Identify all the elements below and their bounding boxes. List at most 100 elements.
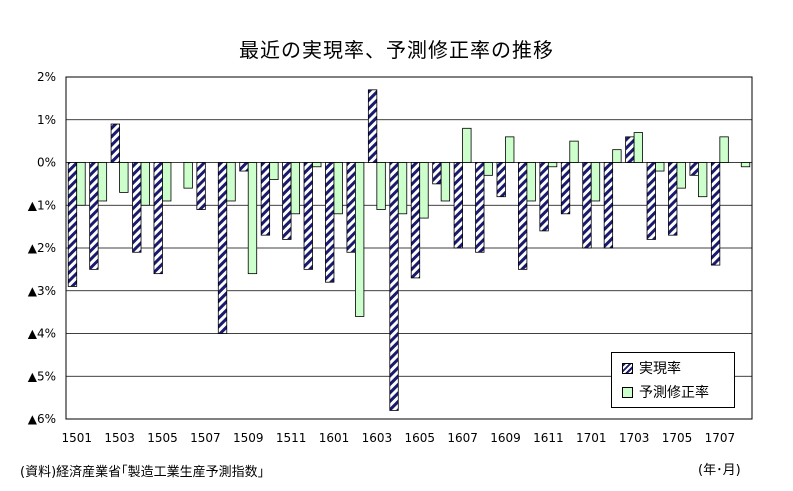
x-tick-label: 1503 <box>104 431 135 445</box>
bar-forecast-1612 <box>569 140 579 163</box>
bar-actual-1605 <box>410 162 421 279</box>
bar-actual-1512 <box>303 162 313 270</box>
bar-forecast-1509 <box>247 162 258 275</box>
bar-actual-1601 <box>325 162 335 283</box>
bar-forecast-1605 <box>419 162 429 219</box>
bar-forecast-1506 <box>183 162 193 189</box>
bar-forecast-1609 <box>505 136 515 163</box>
x-tick-label: 1605 <box>404 431 435 445</box>
bar-actual-1611 <box>539 162 549 232</box>
plot-frame <box>65 76 753 420</box>
bar-forecast-1706 <box>698 162 708 198</box>
bar-actual-1503 <box>110 123 120 163</box>
x-tick-label: 1511 <box>276 431 307 445</box>
bar-actual-1510 <box>260 162 271 236</box>
x-tick-label: 1601 <box>319 431 350 445</box>
bars <box>67 89 751 411</box>
y-tick-label: ▲5% <box>28 369 56 383</box>
y-tick-label: ▲4% <box>28 327 56 341</box>
y-tick-label: ▲3% <box>28 284 56 298</box>
bar-forecast-1701 <box>590 162 601 202</box>
bar-forecast-1601 <box>333 162 343 215</box>
x-tick-label: 1603 <box>362 431 393 445</box>
bar-actual-1703 <box>625 136 635 163</box>
bar-forecast-1501 <box>76 162 86 206</box>
axis-unit-note: (年･月) <box>698 463 741 478</box>
legend-label-forecast: 予測修正率 <box>639 385 709 401</box>
bar-actual-1507 <box>196 162 206 210</box>
x-tick-label: 1505 <box>147 431 178 445</box>
bar-forecast-1703 <box>633 132 643 163</box>
x-tick-label: 1701 <box>576 431 607 445</box>
bar-forecast-1503 <box>119 162 129 193</box>
bar-actual-1606 <box>432 162 442 185</box>
bar-actual-1707 <box>710 162 721 266</box>
bar-forecast-1508 <box>226 162 236 202</box>
bar-forecast-1510 <box>269 162 279 181</box>
bar-actual-1508 <box>217 162 228 334</box>
bar-forecast-1702 <box>612 149 622 163</box>
y-tick-label: ▲2% <box>28 241 56 255</box>
bar-actual-1604 <box>389 162 399 411</box>
legend-item-forecast: 予測修正率 <box>622 382 709 402</box>
bar-forecast-1610 <box>526 162 536 202</box>
x-tick-label: 1705 <box>662 431 693 445</box>
x-tick-label: 1609 <box>490 431 521 445</box>
bar-actual-1701 <box>582 162 592 249</box>
bar-forecast-1705 <box>676 162 686 189</box>
bar-forecast-1708 <box>740 162 751 168</box>
y-tick-label: 2% <box>37 70 56 84</box>
bar-actual-1607 <box>453 162 463 249</box>
bar-forecast-1704 <box>655 162 665 172</box>
bar-forecast-1502 <box>97 162 108 202</box>
bar-actual-1705 <box>668 162 678 236</box>
bar-forecast-1602 <box>355 162 365 317</box>
bar-actual-1505 <box>153 162 163 275</box>
bar-actual-1502 <box>89 162 99 270</box>
bar-actual-1511 <box>282 162 292 240</box>
x-tick-label: 1611 <box>533 431 564 445</box>
bar-actual-1706 <box>689 162 699 176</box>
bar-actual-1702 <box>603 162 614 249</box>
legend: 実現率 予測修正率 <box>611 352 735 408</box>
bar-actual-1612 <box>560 162 571 215</box>
axes: 2% 1% 0% ▲1% ▲2% ▲3% ▲4% ▲5% ▲6% 1501 1503 1505 1507… <box>28 70 753 445</box>
y-tick-label: 0% <box>37 156 56 170</box>
bar-forecast-1511 <box>290 162 300 215</box>
y-tick-label: ▲1% <box>28 198 56 212</box>
bar-actual-1609 <box>496 162 506 198</box>
legend-item-actual: 実現率 <box>622 358 681 378</box>
legend-swatch-actual <box>622 362 633 374</box>
bar-actual-1610 <box>518 162 528 270</box>
x-tick-label: 1509 <box>233 431 264 445</box>
bar-forecast-1707 <box>719 136 729 163</box>
y-tick-label: 1% <box>37 113 56 127</box>
y-tick-label: ▲6% <box>28 412 56 426</box>
bar-forecast-1608 <box>483 162 493 176</box>
x-tick-label: 1707 <box>705 431 736 445</box>
bar-actual-1504 <box>132 162 142 253</box>
x-tick-label: 1607 <box>447 431 478 445</box>
bar-actual-1602 <box>346 162 356 253</box>
x-tick-label: 1703 <box>619 431 650 445</box>
bar-actual-1603 <box>367 89 378 163</box>
bar-forecast-1604 <box>397 162 408 215</box>
legend-swatch-forecast <box>622 386 633 398</box>
bar-actual-1608 <box>475 162 485 253</box>
x-tick-label: 1501 <box>61 431 92 445</box>
x-tick-label: 1507 <box>190 431 221 445</box>
legend-label-actual: 実現率 <box>639 361 681 377</box>
chart-title: 最近の実現率、予測修正率の推移 <box>239 38 554 62</box>
bar-forecast-1512 <box>312 162 322 168</box>
bar-forecast-1603 <box>376 162 386 210</box>
bar-forecast-1611 <box>547 162 558 168</box>
bar-forecast-1505 <box>162 162 172 202</box>
bar-actual-1501 <box>67 162 78 287</box>
bar-actual-1509 <box>239 162 249 172</box>
bar-forecast-1607 <box>462 127 472 163</box>
bar-forecast-1606 <box>440 162 451 202</box>
bar-forecast-1504 <box>140 162 150 206</box>
bar-actual-1704 <box>646 162 656 240</box>
source-note: (資料)経済産業省｢製造工業生産予測指数｣ <box>20 465 265 480</box>
